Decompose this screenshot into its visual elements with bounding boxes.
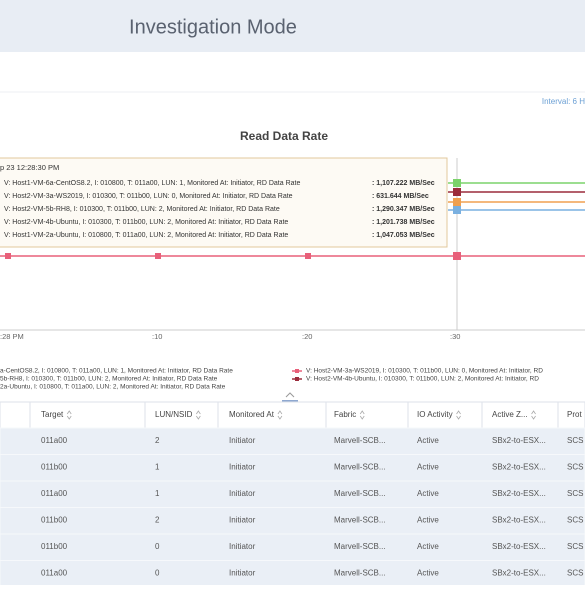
column-header[interactable]: Monitored At (229, 410, 275, 419)
table-cell: Marvell-SCB... (334, 569, 386, 578)
sort-icon[interactable] (531, 410, 536, 420)
interval[interactable]: Interval: 6 H (542, 97, 585, 106)
sort-icon[interactable] (359, 410, 365, 420)
table-cell: Initiator (229, 569, 256, 578)
table-cell: Active (417, 516, 439, 525)
table-cell: 2 (155, 516, 160, 525)
table-cell: Marvell-SCB... (334, 489, 386, 498)
table-cell: Initiator (229, 489, 256, 498)
marker (453, 206, 461, 214)
table-cell: Marvell-SCB... (334, 463, 386, 472)
table-cell: SBx2-to-ESX... (492, 436, 546, 445)
marker (453, 188, 461, 196)
header-bar (0, 0, 585, 52)
tooltip-label: V: Host2-VM-3a-WS2019, I: 010300, T: 011… (4, 193, 293, 200)
legend-entry[interactable]: V: Host2-VM-3a-WS2019, I: 010300, T: 011… (306, 368, 543, 375)
column-header[interactable]: Prot (567, 410, 582, 419)
x-tick-label: :28 PM (0, 332, 24, 341)
table-cell: 011a00 (41, 489, 68, 498)
marker (453, 252, 461, 260)
scroll-up[interactable] (285, 392, 295, 398)
table-cell: 0 (155, 569, 160, 578)
table-cell: Active (417, 489, 439, 498)
x-tick-label: :10 (152, 332, 162, 341)
table-cell: 1 (155, 463, 160, 472)
legend-entry[interactable]: V: Host2-VM-4b-Ubuntu, I: 010300, T: 011… (306, 376, 539, 383)
table-cell: SBx2-to-ESX... (492, 516, 546, 525)
table-cell: SCS (567, 489, 583, 498)
legend-swatch (295, 377, 299, 381)
table-cell: 011b00 (41, 516, 68, 525)
marker (453, 198, 461, 206)
table-cell: SCS (567, 463, 583, 472)
marker (453, 179, 461, 187)
table-cell: Active (417, 436, 439, 445)
table-cell: Active (417, 463, 439, 472)
table-row[interactable] (0, 480, 585, 508)
tooltip-value: : 1,290.347 MB/Sec (372, 206, 435, 213)
sort-icon[interactable] (277, 410, 283, 420)
marker (5, 253, 11, 259)
table-cell: SCS (567, 516, 583, 525)
tooltip-label: V: Host1-VM-2a-Ubuntu, I: 010800, T: 011… (4, 232, 288, 239)
tooltip-value: : 1,107.222 MB/Sec (372, 180, 435, 187)
table-cell: Initiator (229, 516, 256, 525)
tooltip-time: p 23 12:28:30 PM (0, 163, 59, 172)
column-header[interactable]: Fabric (334, 410, 356, 419)
chart-title: Read Data Rate (240, 129, 328, 143)
marker (155, 253, 161, 259)
legend-swatch (295, 369, 299, 373)
table-cell: SBx2-to-ESX... (492, 542, 546, 551)
table-row[interactable] (0, 427, 585, 455)
table-cell: SCS (567, 436, 583, 445)
table-cell: Marvell-SCB... (334, 542, 386, 551)
sort-icon[interactable] (196, 410, 201, 420)
legend-entry[interactable]: 2a-Ubuntu, I: 010800, T: 011a00, LUN: 2,… (0, 384, 226, 391)
marker (305, 253, 311, 259)
table-cell: Initiator (229, 436, 256, 445)
table-cell: 2 (155, 436, 160, 445)
table-cell: Marvell-SCB... (334, 436, 386, 445)
column-header[interactable]: Active Z... (492, 410, 528, 419)
tooltip-value: : 1,201.738 MB/Sec (372, 219, 435, 226)
table-cell: 1 (155, 489, 160, 498)
legend-entry[interactable]: a-CentOS8.2, I: 010800, T: 011a00, LUN: … (0, 368, 233, 375)
column-header[interactable]: Target (41, 410, 64, 419)
legend-entry[interactable]: 5b-RH8, I: 010300, T: 011b00, LUN: 2, Mo… (0, 376, 218, 383)
sort-icon[interactable] (456, 410, 461, 420)
table-cell: 011a00 (41, 436, 68, 445)
table-cell: SCS (567, 542, 583, 551)
table-cell: SBx2-to-ESX... (492, 489, 546, 498)
table-cell: SBx2-to-ESX... (492, 569, 546, 578)
x-tick-label: :30 (450, 332, 460, 341)
table-cell: 0 (155, 542, 160, 551)
table-cell: Active (417, 569, 439, 578)
table-cell: Marvell-SCB... (334, 516, 386, 525)
tooltip-label: V: Host2-VM-4b-Ubuntu, I: 010300, T: 011… (4, 219, 288, 226)
table-cell: SCS (567, 569, 583, 578)
page-title: Investigation Mode (129, 16, 297, 38)
table-cell: Initiator (229, 542, 256, 551)
tooltip-label: V: Host1-VM-6a-CentOS8.2, I: 010800, T: … (4, 180, 300, 187)
table-cell: Active (417, 542, 439, 551)
table-cell: SBx2-to-ESX... (492, 463, 546, 472)
table-cell: 011b00 (41, 463, 68, 472)
tooltip-value: : 631.644 MB/Sec (372, 193, 429, 200)
table-cell: 011b00 (41, 542, 68, 551)
table-row[interactable] (0, 454, 585, 482)
sort-icon[interactable] (66, 410, 72, 420)
table-row[interactable] (0, 560, 585, 588)
tooltip (0, 157, 448, 248)
x-tick-label: :20 (302, 332, 312, 341)
column-header[interactable]: IO Activity (417, 410, 453, 419)
table-row[interactable] (0, 507, 585, 535)
tooltip-label: V: Host2-VM-5b-RH8, I: 010300, T: 011b00… (4, 206, 280, 213)
tooltip-value: : 1,047.053 MB/Sec (372, 232, 435, 239)
column-header[interactable]: LUN/NSID (155, 410, 193, 419)
table-cell: Initiator (229, 463, 256, 472)
table-cell: 011a00 (41, 569, 68, 578)
table-header (0, 401, 585, 429)
